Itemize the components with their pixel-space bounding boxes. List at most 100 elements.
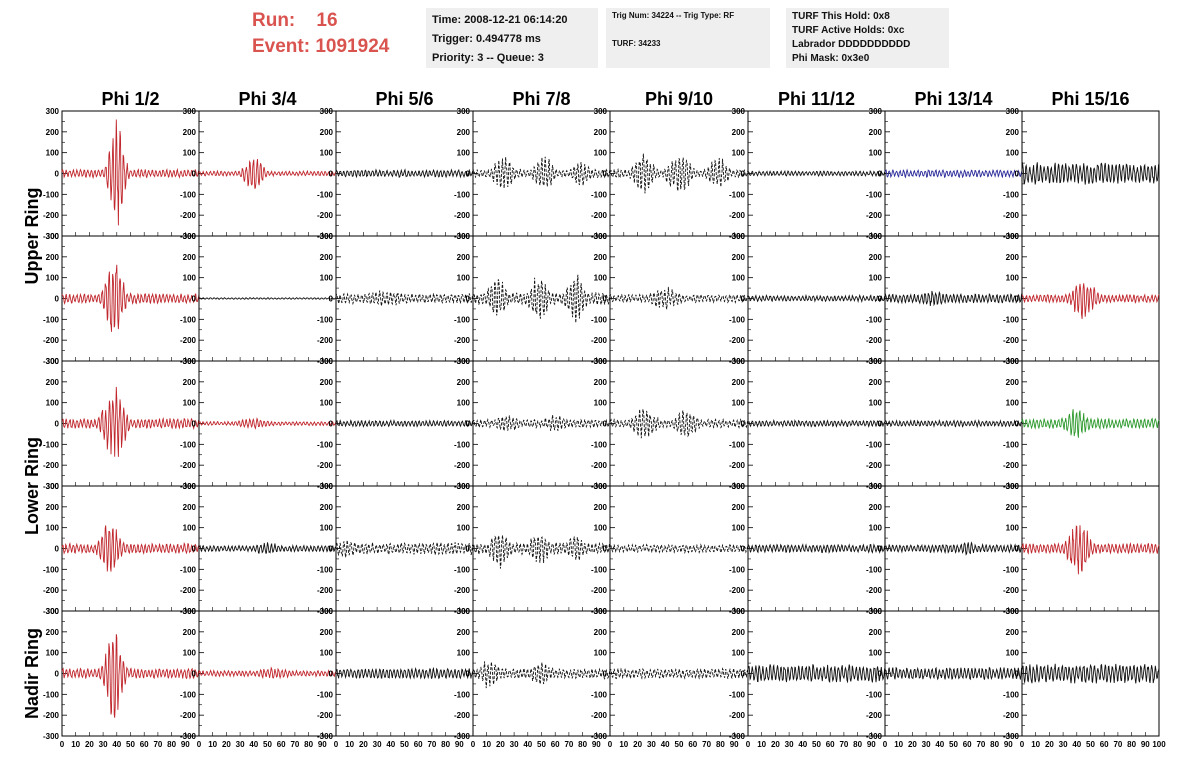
y-tick-label: 200	[1006, 503, 1020, 512]
y-tick-label: 100	[869, 274, 883, 283]
y-tick-label: -100	[43, 690, 60, 699]
x-tick-label: 80	[304, 740, 313, 749]
y-tick-label: -300	[180, 732, 197, 741]
x-tick-label: 40	[1072, 740, 1081, 749]
y-tick-label: 300	[320, 607, 334, 616]
y-tick-label: -100	[454, 440, 471, 449]
plot-frame	[472, 110, 611, 237]
y-tick-label: 200	[457, 378, 471, 387]
y-tick-label: 300	[594, 107, 608, 116]
x-tick-label: 50	[537, 740, 546, 749]
waveform-trace	[472, 274, 611, 323]
y-tick-label: 0	[466, 295, 471, 304]
y-tick-label: -200	[454, 711, 471, 720]
column-header: Phi 3/4	[238, 89, 296, 109]
y-tick-label: -100	[1003, 690, 1020, 699]
labrador-text: Labrador DDDDDDDDDD	[792, 39, 911, 50]
waveform-trace	[198, 542, 337, 554]
x-tick-label: 10	[345, 740, 354, 749]
waveform-trace	[61, 386, 200, 457]
y-tick-label: 100	[1006, 649, 1020, 658]
y-tick-label: 0	[55, 295, 60, 304]
y-tick-label: -100	[729, 315, 746, 324]
x-tick-label: 40	[661, 740, 670, 749]
y-tick-label: 100	[46, 149, 60, 158]
y-tick-label: 200	[732, 503, 746, 512]
y-tick-label: 100	[594, 399, 608, 408]
phi-mask-text: Phi Mask: 0x3e0	[792, 53, 870, 64]
x-tick-label: 80	[990, 740, 999, 749]
y-tick-label: -200	[454, 586, 471, 595]
y-tick-label: 300	[46, 232, 60, 241]
y-tick-label: 0	[55, 670, 60, 679]
y-tick-label: 200	[183, 378, 197, 387]
y-tick-label: 100	[320, 649, 334, 658]
x-tick-label: 10	[757, 740, 766, 749]
waveform-trace	[472, 414, 611, 432]
y-tick-label: -100	[180, 690, 197, 699]
y-tick-label: -200	[866, 211, 883, 220]
y-tick-label: -100	[454, 690, 471, 699]
y-tick-label: 100	[1006, 274, 1020, 283]
x-tick-label: 80	[441, 740, 450, 749]
y-tick-label: 0	[1015, 545, 1020, 554]
x-tick-label: 30	[922, 740, 931, 749]
y-tick-label: -200	[43, 211, 60, 220]
y-tick-label: 0	[329, 545, 334, 554]
x-tick-label: 50	[675, 740, 684, 749]
x-tick-label: 50	[126, 740, 135, 749]
y-tick-label: 100	[183, 149, 197, 158]
y-tick-label: 100	[594, 524, 608, 533]
y-tick-label: -100	[43, 190, 60, 199]
y-tick-label: 200	[183, 503, 197, 512]
trigger-text: Trigger: 0.494778 ms	[432, 33, 541, 45]
y-tick-label: 200	[732, 378, 746, 387]
y-tick-label: 100	[457, 149, 471, 158]
x-tick-label: 70	[153, 740, 162, 749]
y-tick-label: -300	[317, 732, 334, 741]
y-tick-label: -200	[866, 586, 883, 595]
x-tick-label: 30	[647, 740, 656, 749]
x-tick-label: 50	[1086, 740, 1095, 749]
y-tick-label: 300	[183, 482, 197, 491]
event-label: Event:	[252, 36, 311, 57]
column-header: Phi 13/14	[914, 89, 992, 109]
y-tick-label: 0	[1015, 420, 1020, 429]
x-tick-label: 10	[482, 740, 491, 749]
row-label: Lower Ring	[22, 437, 42, 535]
y-tick-label: 200	[1006, 628, 1020, 637]
x-tick-label: 70	[702, 740, 711, 749]
x-tick-label: 80	[167, 740, 176, 749]
y-tick-label: -200	[43, 586, 60, 595]
row-label: Upper Ring	[22, 188, 42, 285]
y-tick-label: 300	[869, 482, 883, 491]
y-tick-label: -100	[866, 690, 883, 699]
x-tick-label: 10	[208, 740, 217, 749]
y-tick-label: 200	[320, 503, 334, 512]
x-tick-label: 0	[608, 740, 613, 749]
y-tick-label: 200	[46, 378, 60, 387]
waveform-trace	[884, 666, 1023, 681]
y-tick-label: 0	[466, 670, 471, 679]
time-text: Time: 2008-12-21 06:14:20	[432, 14, 568, 26]
y-tick-label: 100	[732, 149, 746, 158]
waveform-trace	[884, 541, 1023, 556]
waveform-trace	[335, 540, 474, 558]
y-tick-label: 200	[183, 253, 197, 262]
x-tick-label: 0	[60, 740, 65, 749]
y-tick-label: 300	[46, 482, 60, 491]
x-tick-label: 20	[359, 740, 368, 749]
x-tick-label: 50	[812, 740, 821, 749]
y-tick-label: -100	[866, 565, 883, 574]
y-tick-label: -100	[43, 315, 60, 324]
y-tick-label: -300	[43, 357, 60, 366]
waveform-trace	[1021, 525, 1160, 575]
y-tick-label: -200	[180, 711, 197, 720]
column-header: Phi 9/10	[645, 89, 713, 109]
y-tick-label: 100	[457, 649, 471, 658]
y-tick-label: 0	[878, 670, 883, 679]
x-tick-label: 30	[510, 740, 519, 749]
y-tick-label: 0	[603, 545, 608, 554]
y-tick-label: 300	[457, 482, 471, 491]
run-row: Run: 16	[252, 8, 389, 34]
